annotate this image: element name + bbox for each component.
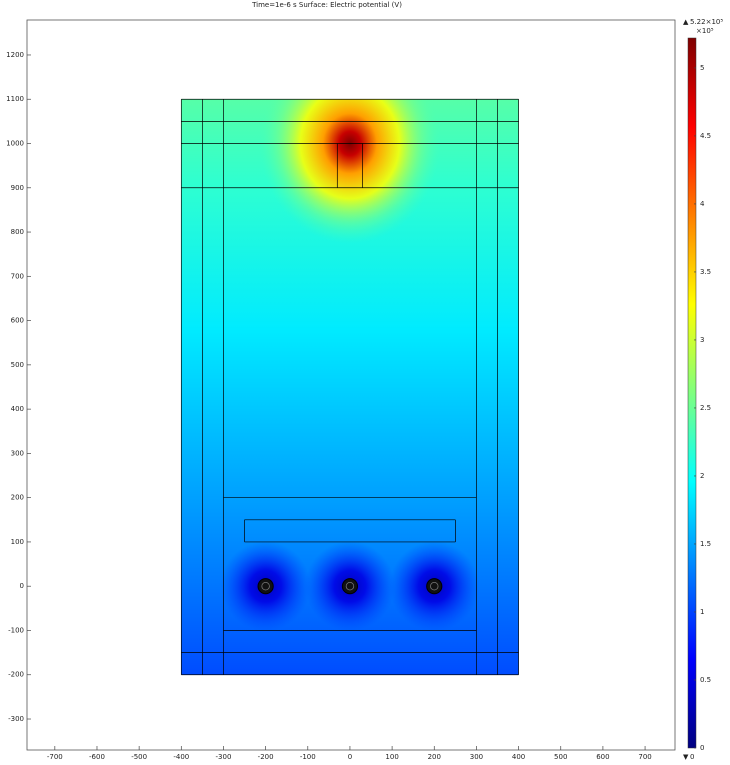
colorbar-tick-label: 1.5 [700,540,711,548]
colorbar-max: 5.22×10⁵ [690,18,723,26]
conductor [341,578,359,595]
y-tick-label: 1000 [6,140,24,148]
y-tick-label: 400 [11,405,24,413]
x-tick-label: -600 [89,753,105,761]
colorbar-tick-label: 2 [700,472,704,480]
x-tick-label: 0 [348,753,352,761]
y-tick-label: 600 [11,317,24,325]
y-tick-label: 200 [11,494,24,502]
x-tick-label: 100 [385,753,398,761]
x-tick-label: -100 [300,753,316,761]
colorbar-tick-label: 1 [700,608,704,616]
y-tick-label: -100 [8,626,24,634]
geometry [180,98,519,676]
conductor [426,578,443,595]
chart-title: Time=1e-6 s Surface: Electric potential … [251,1,402,9]
y-tick-label: 1200 [6,51,24,59]
y-tick-label: 900 [11,184,24,192]
y-tick-label: 700 [11,272,24,280]
conductor-ring [345,582,355,591]
x-tick-label: -700 [47,753,63,761]
plot-frame [26,19,676,751]
x-tick-label: 700 [638,753,651,761]
colorbar-tick-label: 0.5 [700,676,711,684]
x-tick-label: 500 [554,753,567,761]
y-tick-label: 0 [20,582,24,590]
y-tick-label: 800 [11,228,24,236]
y-tick-label: 1100 [6,95,24,103]
y-tick-label: 100 [11,538,24,546]
colorbar-tick-label: 3.5 [700,268,711,276]
potential-hotspot [259,99,440,244]
colorbar-tick-label: 0 [700,744,704,752]
x-tick-label: 600 [596,753,609,761]
x-tick-label: -400 [173,753,189,761]
x-tick-label: -200 [258,753,274,761]
x-tick-label: -500 [131,753,147,761]
y-tick-label: 500 [11,361,24,369]
conductor-ring [430,582,439,591]
x-tick-label: 400 [512,753,525,761]
colorbar-tick-label: 3 [700,336,704,344]
max-arrow: ▲ [683,18,689,26]
colorbar-tick-label: 2.5 [700,404,711,412]
colorbar-tick-label: 5 [700,64,704,72]
colorbar-tick-label: 4 [700,200,705,208]
colorbar-scale: ×10⁵ [696,27,714,35]
x-tick-label: 200 [428,753,441,761]
x-tick-label: 300 [470,753,483,761]
colorbar-tick-label: 4.5 [700,132,711,140]
colorbar [687,37,697,749]
conductor [257,578,274,595]
conductor-ring [261,582,270,591]
y-tick-label: 300 [11,449,24,457]
y-tick-label: -300 [8,715,24,723]
min-arrow: ▼ [683,753,689,761]
x-tick-label: -300 [216,753,232,761]
colorbar-min: 0 [690,753,694,761]
y-tick-label: -200 [8,671,24,679]
